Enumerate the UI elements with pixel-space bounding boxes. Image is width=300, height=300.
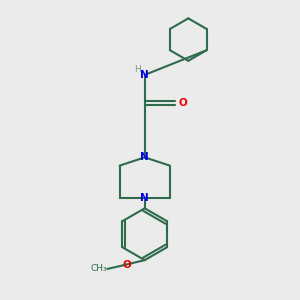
Text: N: N <box>140 152 149 162</box>
Text: H: H <box>134 65 141 74</box>
Text: N: N <box>140 70 149 80</box>
Text: O: O <box>179 98 188 108</box>
Text: N: N <box>140 193 149 203</box>
Text: O: O <box>122 260 131 269</box>
Text: CH₃: CH₃ <box>90 265 107 274</box>
